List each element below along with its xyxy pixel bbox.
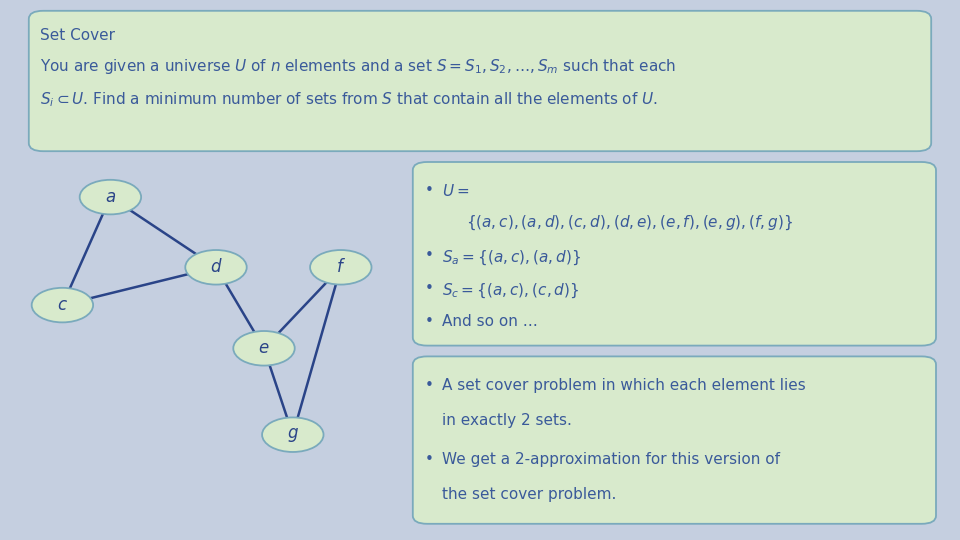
Text: in exactly 2 sets.: in exactly 2 sets. — [442, 413, 571, 428]
Text: •: • — [424, 183, 433, 198]
FancyBboxPatch shape — [413, 162, 936, 346]
Text: We get a 2-approximation for this version of: We get a 2-approximation for this versio… — [442, 451, 780, 467]
Circle shape — [80, 180, 141, 214]
Text: $\{(a,c),(a,d),(c,d),(d,e),(e,f),(e,g),(f,g)\}$: $\{(a,c),(a,d),(c,d),(d,e),(e,f),(e,g),(… — [466, 214, 793, 232]
Circle shape — [262, 417, 324, 452]
Circle shape — [32, 288, 93, 322]
Circle shape — [233, 331, 295, 366]
Text: Set Cover: Set Cover — [40, 28, 115, 43]
Text: A set cover problem in which each element lies: A set cover problem in which each elemen… — [442, 378, 805, 393]
Text: You are given a universe $U$ of $n$ elements and a set $S = S_1, S_2, \ldots, S_: You are given a universe $U$ of $n$ elem… — [40, 57, 677, 76]
Text: $\it{c}$: $\it{c}$ — [57, 296, 68, 314]
Text: $\it{a}$: $\it{a}$ — [105, 188, 116, 206]
Text: $S_a = \{(a,c),(a,d)\}$: $S_a = \{(a,c),(a,d)\}$ — [442, 248, 581, 267]
Text: •: • — [424, 248, 433, 264]
Text: •: • — [424, 281, 433, 296]
Text: •: • — [424, 378, 433, 393]
FancyBboxPatch shape — [413, 356, 936, 524]
Text: $\it{e}$: $\it{e}$ — [258, 339, 270, 357]
Text: $\it{d}$: $\it{d}$ — [209, 258, 223, 276]
FancyBboxPatch shape — [29, 11, 931, 151]
Text: $\it{f}$: $\it{f}$ — [336, 258, 346, 276]
Text: •: • — [424, 314, 433, 329]
Circle shape — [310, 250, 372, 285]
Text: $\it{g}$: $\it{g}$ — [287, 426, 299, 444]
Text: $S_c = \{(a,c),(c,d)\}$: $S_c = \{(a,c),(c,d)\}$ — [442, 281, 579, 300]
Text: •: • — [424, 451, 433, 467]
Text: $S_i \subset U$. Find a minimum number of sets from $S$ that contain all the ele: $S_i \subset U$. Find a minimum number o… — [40, 91, 659, 110]
Text: $U=$: $U=$ — [442, 183, 468, 199]
Circle shape — [185, 250, 247, 285]
Text: the set cover problem.: the set cover problem. — [442, 487, 616, 502]
Text: And so on …: And so on … — [442, 314, 538, 329]
